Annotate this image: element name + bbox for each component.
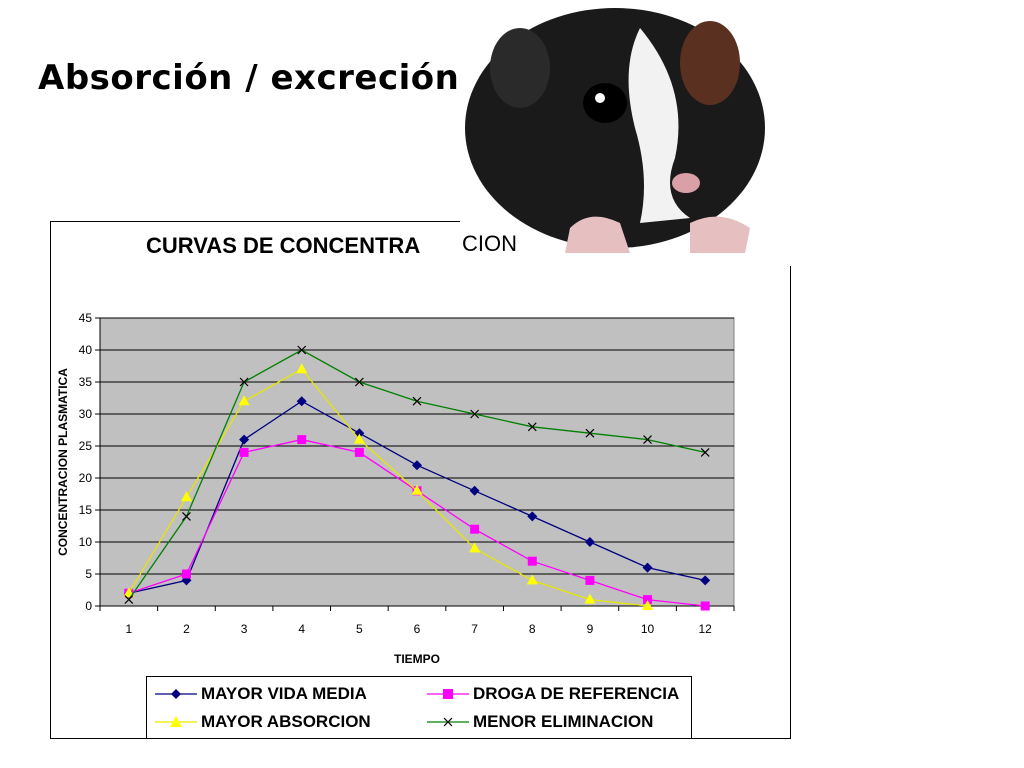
legend-item-3: MENOR ELIMINACION <box>427 712 653 732</box>
point-3 <box>182 511 191 521</box>
point-3 <box>354 377 364 387</box>
legend-label: MAYOR VIDA MEDIA <box>201 684 367 703</box>
point-0 <box>642 562 653 573</box>
legend-label: DROGA DE REFERENCIA <box>473 684 680 703</box>
x-tick-label: 9 <box>587 622 594 636</box>
legend-marker-diamond-icon <box>155 689 197 699</box>
legend-label: MENOR ELIMINACION <box>473 712 654 731</box>
legend-item-2: MAYOR ABSORCION <box>155 712 371 732</box>
point-0 <box>296 396 307 407</box>
point-2 <box>526 574 538 585</box>
point-1 <box>239 447 249 457</box>
point-3 <box>239 377 249 387</box>
x-tick-label: 5 <box>356 622 363 636</box>
point-1 <box>297 435 307 445</box>
x-tick-label: 6 <box>414 622 421 636</box>
point-2 <box>642 600 654 610</box>
photo-caption: CION <box>462 231 517 256</box>
point-2 <box>584 593 596 604</box>
point-3 <box>412 396 422 406</box>
legend-item-1: DROGA DE REFERENCIA <box>427 684 679 704</box>
legend-marker-x-icon <box>427 717 469 727</box>
point-2 <box>238 395 250 406</box>
y-tick-label: 15 <box>79 503 93 517</box>
y-tick-label: 30 <box>79 407 93 421</box>
y-tick-label: 45 <box>79 311 93 325</box>
chart-legend: MAYOR VIDA MEDIA DROGA DE REFERENCIA MAY… <box>146 676 692 739</box>
chart-title: CURVAS DE CONCENTRA <box>146 233 421 258</box>
y-tick-label: 20 <box>79 471 93 485</box>
point-3 <box>124 595 134 605</box>
x-axis-label: TIEMPO <box>394 652 440 666</box>
y-tick-label: 5 <box>85 567 92 581</box>
guinea-pig-photo <box>460 8 792 266</box>
x-tick-label: 8 <box>529 622 536 636</box>
y-tick-label: 25 <box>79 439 93 453</box>
point-3 <box>643 435 652 445</box>
legend-marker-triangle-icon <box>155 716 197 727</box>
point-2 <box>353 433 365 444</box>
point-1 <box>527 556 537 566</box>
point-3 <box>700 447 710 457</box>
point-0 <box>412 460 422 471</box>
point-3 <box>527 422 537 432</box>
legend-marker-square-icon <box>427 689 469 699</box>
x-tick-label: 12 <box>699 622 713 636</box>
point-1 <box>354 447 364 457</box>
legend-item-0: MAYOR VIDA MEDIA <box>155 684 367 704</box>
point-0 <box>469 485 480 496</box>
point-1 <box>643 595 653 605</box>
point-0 <box>527 511 538 522</box>
x-tick-label: 1 <box>125 622 132 636</box>
y-tick-label: 10 <box>79 535 93 549</box>
point-3 <box>470 409 480 419</box>
y-axis-label: CONCENTRACION PLASMATICA <box>56 368 70 556</box>
point-2 <box>469 542 481 553</box>
x-tick-label: 4 <box>298 622 305 636</box>
point-2 <box>296 363 308 374</box>
legend-label: MAYOR ABSORCION <box>201 712 371 731</box>
point-1 <box>470 524 480 534</box>
point-1 <box>181 569 191 579</box>
point-2 <box>180 491 192 502</box>
x-tick-label: 7 <box>471 622 478 636</box>
point-0 <box>584 537 595 547</box>
x-tick-label: 2 <box>183 622 190 636</box>
point-1 <box>585 575 595 585</box>
point-0 <box>700 575 711 586</box>
x-tick-label: 10 <box>641 622 655 636</box>
y-tick-label: 35 <box>79 375 93 389</box>
point-3 <box>297 345 307 355</box>
point-1 <box>700 601 710 611</box>
slide-title: Absorción / excreción <box>38 58 460 98</box>
point-3 <box>585 428 595 438</box>
point-2 <box>411 484 423 495</box>
point-0 <box>239 434 250 445</box>
y-tick-label: 0 <box>85 599 92 613</box>
y-tick-label: 40 <box>79 343 93 357</box>
x-tick-label: 3 <box>241 622 248 636</box>
